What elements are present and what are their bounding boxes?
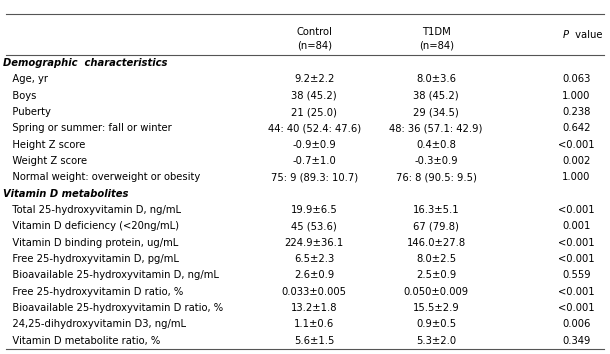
Text: Vitamin D metabolites: Vitamin D metabolites [3, 189, 129, 199]
Text: 19.9±6.5: 19.9±6.5 [291, 205, 337, 215]
Text: 224.9±36.1: 224.9±36.1 [284, 238, 344, 247]
Text: 0.559: 0.559 [562, 270, 590, 280]
Text: <0.001: <0.001 [558, 303, 595, 313]
Text: 0.033±0.005: 0.033±0.005 [282, 286, 346, 297]
Text: Free 25-hydroxyvitamin D ratio, %: Free 25-hydroxyvitamin D ratio, % [3, 286, 183, 297]
Text: 0.050±0.009: 0.050±0.009 [404, 286, 468, 297]
Text: Free 25-hydroxyvitamin D, pg/mL: Free 25-hydroxyvitamin D, pg/mL [3, 254, 179, 264]
Text: Normal weight: overweight or obesity: Normal weight: overweight or obesity [3, 172, 200, 182]
Text: -0.9±0.9: -0.9±0.9 [292, 139, 336, 150]
Text: (n=84): (n=84) [296, 41, 332, 51]
Text: 0.4±0.8: 0.4±0.8 [416, 139, 456, 150]
Text: 15.5±2.9: 15.5±2.9 [413, 303, 459, 313]
Text: 76: 8 (90.5: 9.5): 76: 8 (90.5: 9.5) [396, 172, 476, 182]
Text: 0.001: 0.001 [562, 221, 590, 231]
Text: Vitamin D metabolite ratio, %: Vitamin D metabolite ratio, % [3, 336, 160, 346]
Text: 75: 9 (89.3: 10.7): 75: 9 (89.3: 10.7) [271, 172, 357, 182]
Text: Weight Z score: Weight Z score [3, 156, 87, 166]
Text: 1.1±0.6: 1.1±0.6 [294, 319, 334, 329]
Text: 2.6±0.9: 2.6±0.9 [294, 270, 334, 280]
Text: value: value [572, 29, 602, 40]
Text: <0.001: <0.001 [558, 139, 595, 150]
Text: 9.2±2.2: 9.2±2.2 [294, 74, 334, 84]
Text: 16.3±5.1: 16.3±5.1 [413, 205, 459, 215]
Text: <0.001: <0.001 [558, 205, 595, 215]
Text: 44: 40 (52.4: 47.6): 44: 40 (52.4: 47.6) [268, 123, 361, 133]
Text: 29 (34.5): 29 (34.5) [414, 107, 459, 117]
Text: 0.006: 0.006 [562, 319, 590, 329]
Text: Total 25-hydroxyvitamin D, ng/mL: Total 25-hydroxyvitamin D, ng/mL [3, 205, 181, 215]
Text: 45 (53.6): 45 (53.6) [292, 221, 337, 231]
Text: Height Z score: Height Z score [3, 139, 85, 150]
Text: 0.9±0.5: 0.9±0.5 [416, 319, 456, 329]
Text: 1.000: 1.000 [562, 91, 590, 101]
Text: <0.001: <0.001 [558, 286, 595, 297]
Text: 5.6±1.5: 5.6±1.5 [294, 336, 334, 346]
Text: Spring or summer: fall or winter: Spring or summer: fall or winter [3, 123, 172, 133]
Text: 0.642: 0.642 [562, 123, 590, 133]
Text: Bioavailable 25-hydroxyvitamin D ratio, %: Bioavailable 25-hydroxyvitamin D ratio, … [3, 303, 223, 313]
Text: Control: Control [296, 28, 332, 38]
Text: 38 (45.2): 38 (45.2) [414, 91, 459, 101]
Text: 21 (25.0): 21 (25.0) [291, 107, 337, 117]
Text: 8.0±2.5: 8.0±2.5 [416, 254, 456, 264]
Text: Boys: Boys [3, 91, 37, 101]
Text: 2.5±0.9: 2.5±0.9 [416, 270, 456, 280]
Text: 5.3±2.0: 5.3±2.0 [416, 336, 456, 346]
Text: 13.2±1.8: 13.2±1.8 [291, 303, 337, 313]
Text: <0.001: <0.001 [558, 254, 595, 264]
Text: <0.001: <0.001 [558, 238, 595, 247]
Text: Age, yr: Age, yr [3, 74, 48, 84]
Text: 146.0±27.8: 146.0±27.8 [407, 238, 465, 247]
Text: 0.238: 0.238 [562, 107, 590, 117]
Text: 48: 36 (57.1: 42.9): 48: 36 (57.1: 42.9) [389, 123, 483, 133]
Text: 0.349: 0.349 [562, 336, 590, 346]
Text: Demographic  characteristics: Demographic characteristics [3, 58, 168, 68]
Text: 0.002: 0.002 [562, 156, 590, 166]
Text: Vitamin D deficiency (<20ng/mL): Vitamin D deficiency (<20ng/mL) [3, 221, 179, 231]
Text: T1DM: T1DM [422, 28, 451, 38]
Text: 67 (79.8): 67 (79.8) [413, 221, 459, 231]
Text: Bioavailable 25-hydroxyvitamin D, ng/mL: Bioavailable 25-hydroxyvitamin D, ng/mL [3, 270, 219, 280]
Text: 8.0±3.6: 8.0±3.6 [416, 74, 456, 84]
Text: Puberty: Puberty [3, 107, 51, 117]
Text: 1.000: 1.000 [562, 172, 590, 182]
Text: P: P [563, 29, 569, 40]
Text: (n=84): (n=84) [418, 41, 454, 51]
Text: 38 (45.2): 38 (45.2) [292, 91, 337, 101]
Text: 6.5±2.3: 6.5±2.3 [294, 254, 334, 264]
Text: -0.7±1.0: -0.7±1.0 [292, 156, 336, 166]
Text: -0.3±0.9: -0.3±0.9 [414, 156, 458, 166]
Text: 0.063: 0.063 [562, 74, 590, 84]
Text: Vitamin D binding protein, ug/mL: Vitamin D binding protein, ug/mL [3, 238, 178, 247]
Text: 24,25-dihydroxyvitamin D3, ng/mL: 24,25-dihydroxyvitamin D3, ng/mL [3, 319, 186, 329]
